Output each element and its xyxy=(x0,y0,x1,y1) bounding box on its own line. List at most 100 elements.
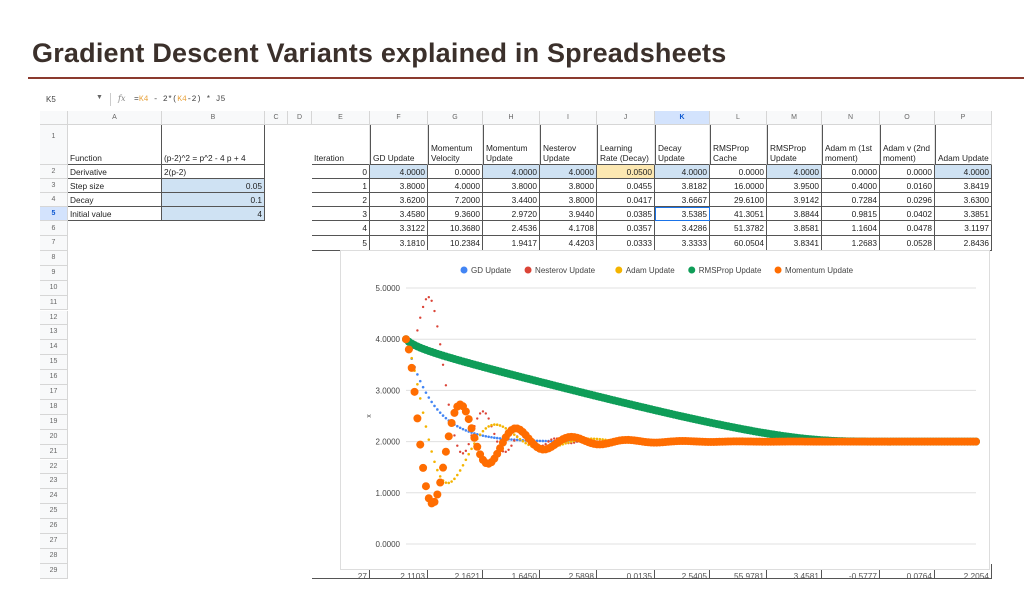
column-header-k[interactable]: K xyxy=(655,111,710,125)
value-cell[interactable]: 3.4400 xyxy=(483,193,540,207)
iteration-cell[interactable]: 5 xyxy=(312,236,370,251)
row-header-23[interactable]: 23 xyxy=(40,474,68,490)
param-value[interactable]: 0.05 xyxy=(162,179,265,193)
column-header-n[interactable]: N xyxy=(822,111,880,125)
param-value[interactable]: 4 xyxy=(162,207,265,221)
value-cell[interactable]: 3.1197 xyxy=(935,221,992,236)
value-cell[interactable]: 3.4580 xyxy=(370,207,428,221)
value-cell[interactable]: 2.2054 xyxy=(935,563,992,579)
param-value[interactable]: (p-2)^2 = p^2 - 4 p + 4 xyxy=(162,125,265,165)
column-header-a[interactable]: A xyxy=(68,111,162,125)
value-cell[interactable]: 9.3600 xyxy=(428,207,483,221)
row-header-10[interactable]: 10 xyxy=(40,280,68,296)
column-header-o[interactable]: O xyxy=(880,111,935,125)
row-header-22[interactable]: 22 xyxy=(40,459,68,475)
value-cell[interactable]: 29.6100 xyxy=(710,193,767,207)
value-cell[interactable]: 3.8000 xyxy=(540,193,597,207)
column-header-c[interactable]: C xyxy=(265,111,288,125)
value-cell[interactable]: 0.0478 xyxy=(880,221,935,236)
value-cell[interactable]: 1.9417 xyxy=(483,236,540,251)
row-header-3[interactable]: 3 xyxy=(40,179,68,193)
value-cell[interactable]: 2.5405 xyxy=(655,563,710,579)
value-cell[interactable]: 0.0000 xyxy=(822,165,880,179)
value-cell[interactable]: 16.0000 xyxy=(710,179,767,193)
param-value[interactable]: 2(p-2) xyxy=(162,165,265,179)
value-cell[interactable]: 4.1708 xyxy=(540,221,597,236)
value-cell[interactable]: 2.8436 xyxy=(935,236,992,251)
row-header-29[interactable]: 29 xyxy=(40,563,68,579)
value-cell[interactable]: 4.4203 xyxy=(540,236,597,251)
value-cell[interactable]: 0.7284 xyxy=(822,193,880,207)
value-cell[interactable]: 3.8341 xyxy=(767,236,822,251)
name-box[interactable]: K5 xyxy=(46,95,56,104)
value-cell[interactable]: 3.8000 xyxy=(483,179,540,193)
row-header-17[interactable]: 17 xyxy=(40,385,68,400)
param-value[interactable]: 0.1 xyxy=(162,193,265,207)
column-header-d[interactable]: D xyxy=(288,111,312,125)
row-header-18[interactable]: 18 xyxy=(40,399,68,415)
value-cell[interactable]: 2.5898 xyxy=(540,563,597,579)
value-cell[interactable]: 3.9440 xyxy=(540,207,597,221)
value-cell[interactable]: 3.5385 xyxy=(655,207,710,221)
value-cell[interactable]: 0.0135 xyxy=(597,563,655,579)
row-header-12[interactable]: 12 xyxy=(40,310,68,326)
value-cell[interactable]: -0.5777 xyxy=(822,563,880,579)
row-header-13[interactable]: 13 xyxy=(40,325,68,341)
row-header-19[interactable]: 19 xyxy=(40,414,68,430)
row-header-25[interactable]: 25 xyxy=(40,504,68,520)
row-header-16[interactable]: 16 xyxy=(40,370,68,385)
column-header-i[interactable]: I xyxy=(540,111,597,125)
column-header-e[interactable]: E xyxy=(312,111,370,125)
formula-bar[interactable]: K5 ▼ fx =K4 - 2*(K4-2) * J5 xyxy=(40,92,1000,108)
value-cell[interactable]: 2.9720 xyxy=(483,207,540,221)
value-cell[interactable]: 0.0417 xyxy=(597,193,655,207)
value-cell[interactable]: 3.4581 xyxy=(767,563,822,579)
value-cell[interactable]: 4.0000 xyxy=(655,165,710,179)
value-cell[interactable]: 2.4536 xyxy=(483,221,540,236)
row-header-27[interactable]: 27 xyxy=(40,534,68,549)
value-cell[interactable]: 4.0000 xyxy=(483,165,540,179)
value-cell[interactable]: 3.6300 xyxy=(935,193,992,207)
value-cell[interactable]: 0.9815 xyxy=(822,207,880,221)
row-header-4[interactable]: 4 xyxy=(40,193,68,207)
value-cell[interactable]: 0.0160 xyxy=(880,179,935,193)
value-cell[interactable]: 4.0000 xyxy=(935,165,992,179)
value-cell[interactable]: 3.8581 xyxy=(767,221,822,236)
value-cell[interactable]: 0.0357 xyxy=(597,221,655,236)
value-cell[interactable]: 3.4286 xyxy=(655,221,710,236)
value-cell[interactable]: 3.3333 xyxy=(655,236,710,251)
row-header-15[interactable]: 15 xyxy=(40,355,68,371)
row-header-20[interactable]: 20 xyxy=(40,429,68,445)
row-header-28[interactable]: 28 xyxy=(40,548,68,564)
row-header-26[interactable]: 26 xyxy=(40,519,68,534)
iteration-cell[interactable]: 0 xyxy=(312,165,370,179)
value-cell[interactable]: 3.8844 xyxy=(767,207,822,221)
row-header-5[interactable]: 5 xyxy=(40,207,68,221)
chevron-down-icon[interactable]: ▼ xyxy=(96,94,103,101)
value-cell[interactable]: 3.9500 xyxy=(767,179,822,193)
chart[interactable]: 0.0000 1.0000 2.0000 3.0000 4.0000 5.0000 x GD … xyxy=(340,250,990,570)
column-header-g[interactable]: G xyxy=(428,111,483,125)
value-cell[interactable]: 4.0000 xyxy=(540,165,597,179)
value-cell[interactable]: 10.3680 xyxy=(428,221,483,236)
value-cell[interactable]: 4.0000 xyxy=(370,165,428,179)
value-cell[interactable]: 3.3851 xyxy=(935,207,992,221)
value-cell[interactable]: 3.8000 xyxy=(540,179,597,193)
iteration-cell[interactable]: 3 xyxy=(312,207,370,221)
value-cell[interactable]: 3.8419 xyxy=(935,179,992,193)
value-cell[interactable]: 4.0000 xyxy=(428,179,483,193)
row-header-11[interactable]: 11 xyxy=(40,295,68,311)
select-all-corner[interactable] xyxy=(40,111,68,125)
value-cell[interactable]: 0.4000 xyxy=(822,179,880,193)
value-cell[interactable]: 0.0528 xyxy=(880,236,935,251)
iteration-cell[interactable]: 4 xyxy=(312,221,370,236)
value-cell[interactable]: 27 xyxy=(312,563,370,579)
column-header-p[interactable]: P xyxy=(935,111,992,125)
value-cell[interactable]: 2.1103 xyxy=(370,563,428,579)
column-header-f[interactable]: F xyxy=(370,111,428,125)
value-cell[interactable]: 0.0455 xyxy=(597,179,655,193)
iteration-cell[interactable]: 1 xyxy=(312,179,370,193)
column-header-m[interactable]: M xyxy=(767,111,822,125)
row-header-2[interactable]: 2 xyxy=(40,165,68,179)
value-cell[interactable]: 3.8182 xyxy=(655,179,710,193)
